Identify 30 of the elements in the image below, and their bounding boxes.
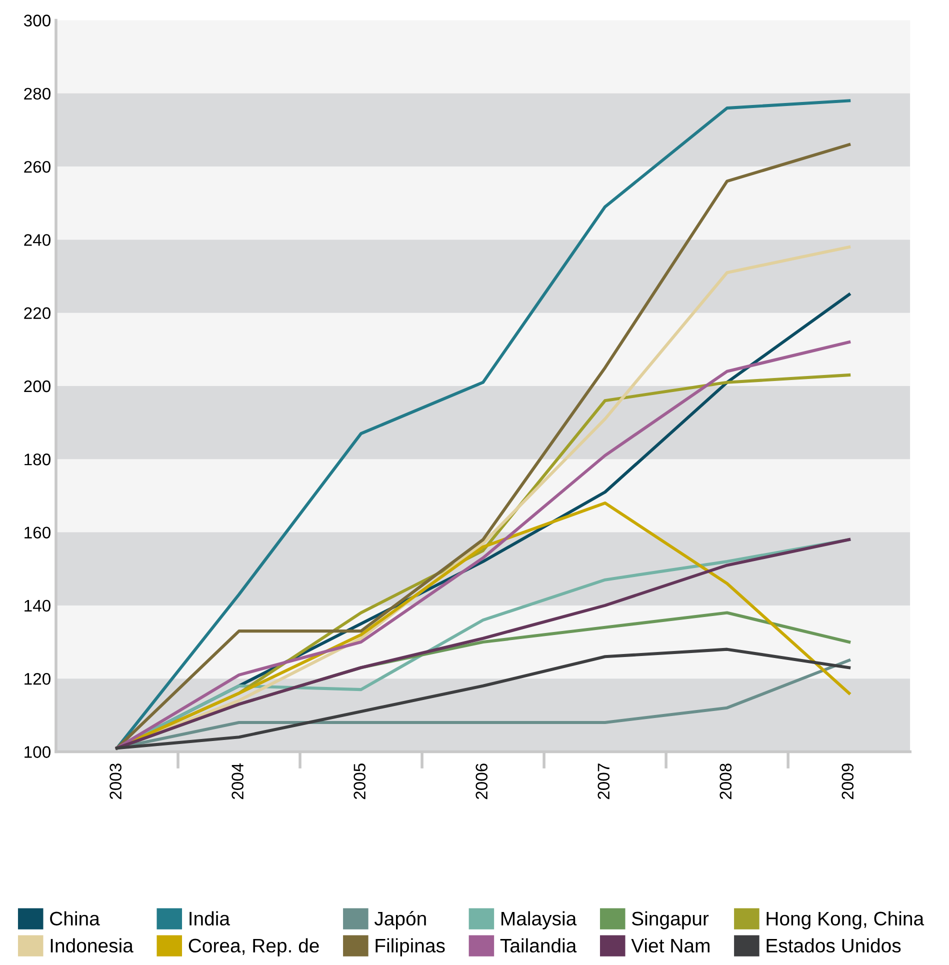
- x-tick-label: 2008: [720, 764, 732, 800]
- legend-label: Singapur: [632, 911, 709, 930]
- legend-label: China: [50, 911, 100, 926]
- y-tick-label: 300: [24, 14, 50, 26]
- x-tick-label: 2005: [354, 764, 366, 800]
- legend-label: Corea, Rep. de: [188, 938, 319, 956]
- legend-label: Tailandia: [500, 938, 577, 953]
- legend-label: Malaysia: [502, 911, 577, 930]
- legend-label: Japón: [374, 911, 426, 930]
- y-tick-label: 200: [24, 380, 50, 392]
- legend-label: Filipinas: [376, 938, 445, 956]
- y-tick-label: 240: [24, 234, 50, 246]
- y-tick-label: 140: [24, 600, 50, 612]
- x-tick-label: 2006: [476, 764, 488, 800]
- x-tick-label: 2003: [110, 764, 122, 800]
- y-tick-label: 280: [24, 88, 50, 100]
- legend-label: Indonesia: [50, 938, 134, 953]
- legend-label: Viet Nam: [631, 938, 710, 953]
- y-tick-label: 220: [24, 307, 50, 320]
- x-tick-label: 2007: [598, 764, 610, 800]
- y-tick-label: 260: [24, 160, 50, 173]
- legend-label: Estados Unidos: [766, 938, 901, 953]
- x-tick-label: 2009: [842, 764, 854, 800]
- y-tick-label: 160: [24, 526, 50, 538]
- y-tick-label: 100: [24, 746, 50, 758]
- legend-label: India: [190, 911, 230, 926]
- y-tick-label: 120: [24, 672, 50, 685]
- x-tick-label: 2004: [232, 763, 244, 800]
- y-tick-label: 180: [24, 454, 50, 466]
- legend-label: Hong Kong, China: [766, 911, 924, 930]
